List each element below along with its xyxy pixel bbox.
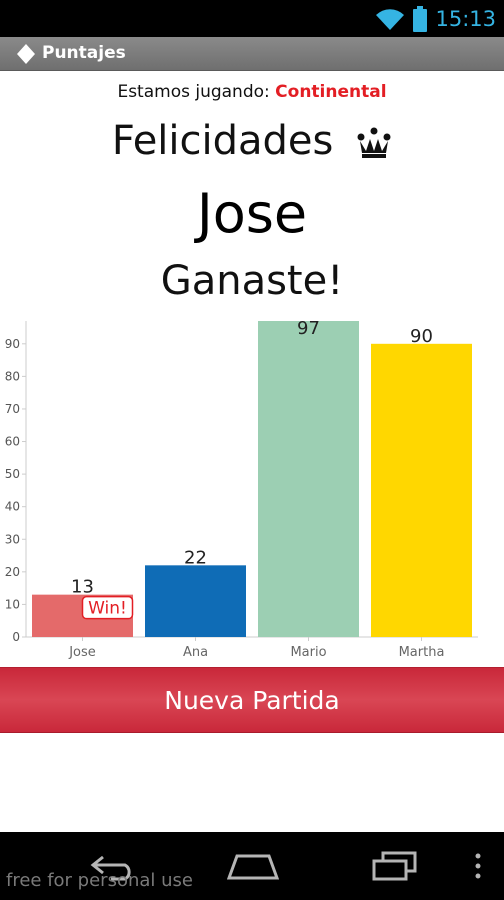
home-icon (227, 854, 279, 880)
back-button[interactable] (86, 846, 140, 886)
game-info: Estamos jugando: Continental (0, 82, 504, 102)
win-badge (81, 595, 134, 620)
scores-bar-chart: 0 10 20 30 40 50 60 70 80 90 13 Jose Win! 22 Ana 97 Mari… (5, 318, 478, 660)
winner-name: Jose (196, 182, 308, 245)
congrats-text: Felicidades (111, 118, 334, 164)
bar-value-label: 90 (410, 326, 433, 347)
win-badge-text: Win! (88, 599, 127, 619)
status-icons: 15:13 (375, 5, 496, 33)
y-tick-label: 70 (5, 402, 20, 416)
y-tick-label: 40 (5, 500, 20, 514)
bar-value-label: 22 (184, 547, 207, 568)
menu-button[interactable] (464, 846, 492, 886)
x-tick-label: Ana (183, 645, 208, 660)
y-tick-label: 30 (5, 532, 20, 546)
watermark-text: free for personal use (6, 870, 193, 891)
new-game-button[interactable]: Nueva Partida (0, 667, 504, 733)
home-button[interactable] (226, 846, 280, 886)
y-tick-label: 50 (5, 467, 20, 481)
game-info-label: Estamos jugando: (117, 82, 276, 102)
y-tick-label: 20 (5, 565, 20, 579)
status-time: 15:13 (435, 7, 496, 31)
x-tick-label: Mario (290, 645, 326, 660)
bar-value-label: 13 (71, 577, 94, 598)
congrats-heading: Felicidades (0, 118, 504, 164)
y-tick-label: 10 (5, 597, 20, 611)
screen-title: Puntajes (42, 43, 126, 63)
x-tick-label: Martha (399, 645, 445, 660)
y-tick-label: 90 (5, 337, 20, 351)
x-tick-label: Jose (68, 645, 96, 660)
navigation-bar: free for personal use (0, 832, 504, 900)
diamond-icon[interactable] (16, 44, 36, 64)
action-bar: Puntajes (0, 37, 504, 71)
crown-icon (357, 127, 391, 158)
wifi-icon (376, 9, 405, 30)
status-bar: 15:13 (0, 0, 504, 37)
y-tick-label: 0 (12, 630, 20, 644)
y-tick-label: 60 (5, 435, 20, 449)
game-name: Continental (275, 82, 387, 102)
bar-mario (258, 321, 359, 637)
bar-martha (371, 343, 472, 637)
recents-icon (372, 851, 417, 881)
bar-ana (145, 565, 246, 637)
battery-icon (413, 6, 428, 32)
bar-value-label: 97 (297, 318, 320, 339)
back-icon (90, 855, 131, 881)
recents-button[interactable] (368, 846, 422, 886)
menu-icon (475, 853, 481, 879)
winner-message: Ganaste! (160, 258, 344, 304)
y-tick-label: 80 (5, 369, 20, 383)
